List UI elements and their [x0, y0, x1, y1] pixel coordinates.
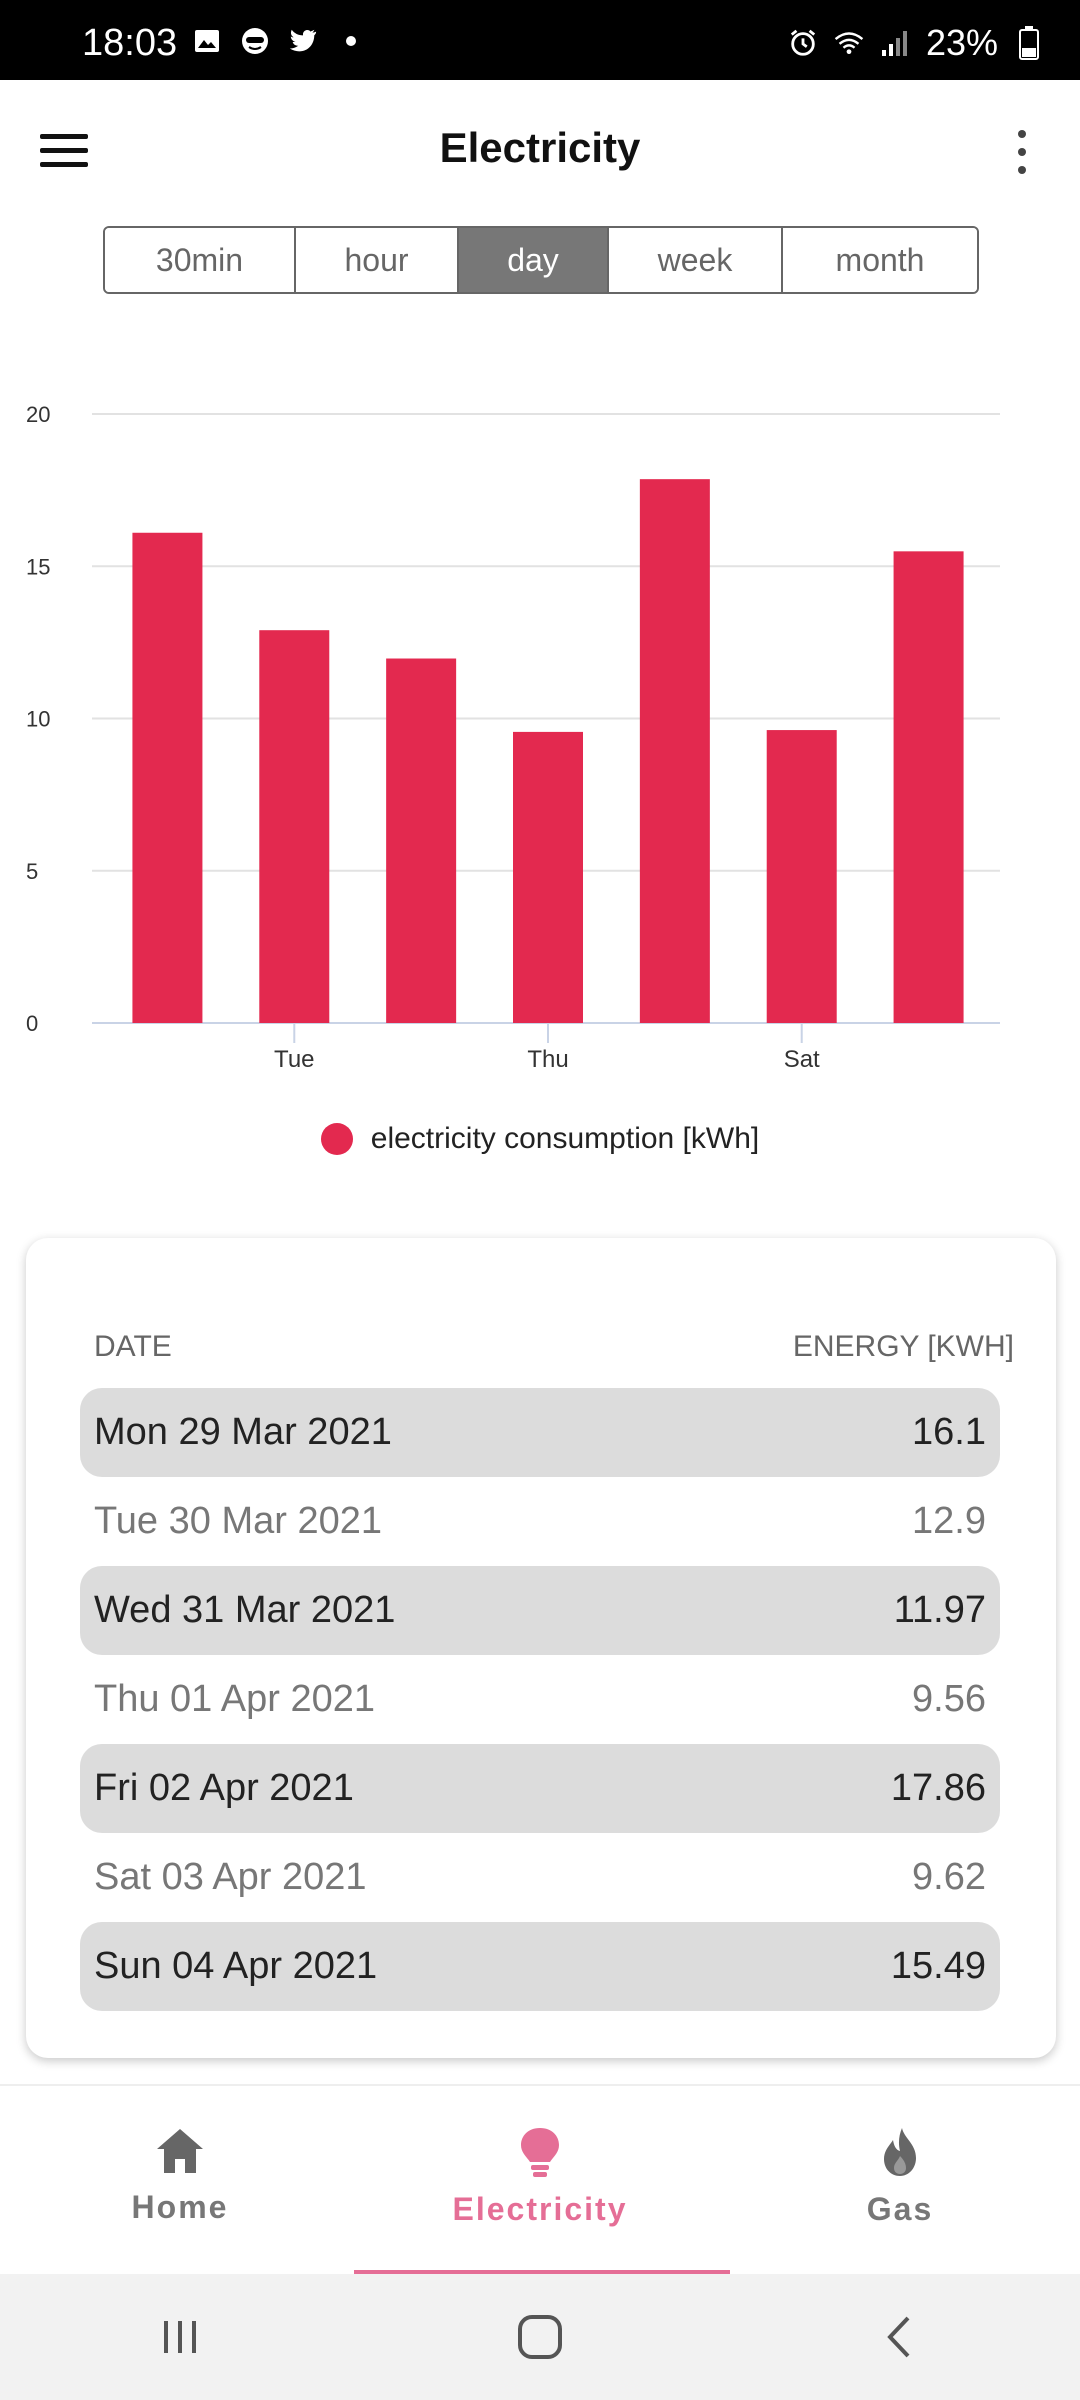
recent-apps-button[interactable]	[140, 2297, 220, 2377]
x-tick-label: Tue	[274, 1046, 314, 1073]
row-energy: 15.49	[890, 1945, 986, 1987]
y-tick-label: 0	[26, 1011, 38, 1036]
chart-legend[interactable]: electricity consumption [kWh]	[0, 1122, 1080, 1156]
segment-month[interactable]: month	[783, 228, 977, 292]
nav-gas[interactable]: Gas	[720, 2086, 1080, 2274]
status-bar: 18:03 23%	[0, 0, 1080, 80]
nav-home-label: Home	[131, 2189, 229, 2225]
legend-marker	[320, 1123, 353, 1155]
system-navigation-bar	[0, 2274, 1080, 2400]
row-energy: 9.56	[912, 1678, 986, 1720]
image-icon	[192, 26, 222, 56]
row-date: Thu 01 Apr 2021	[94, 1678, 375, 1720]
nav-electricity-label: Electricity	[452, 2191, 628, 2227]
notification-icons	[192, 26, 366, 56]
mask-icon	[240, 26, 270, 56]
row-date: Fri 02 Apr 2021	[94, 1767, 354, 1809]
segment-30min[interactable]: 30min	[105, 228, 296, 292]
twitter-icon	[288, 26, 318, 56]
more-options-icon[interactable]	[1012, 130, 1032, 174]
bottom-navigation: Home Electricity Gas	[0, 2084, 1080, 2274]
home-icon	[153, 2126, 207, 2181]
table-row: Fri 02 Apr 2021 17.86	[80, 1744, 1000, 1833]
dot-icon	[336, 26, 366, 56]
chart-bar[interactable]	[513, 731, 583, 1023]
lightbulb-icon	[518, 2126, 562, 2183]
back-button[interactable]	[860, 2297, 940, 2377]
flame-icon	[878, 2126, 922, 2183]
x-tick-label: Sat	[784, 1046, 820, 1073]
bar-chart-svg: 0 5 10 15 20 Tue Thu Sat	[26, 402, 1000, 1073]
consumption-chart: 0 5 10 15 20 Tue Thu Sat	[0, 360, 1080, 1100]
segment-week[interactable]: week	[609, 228, 783, 292]
y-tick-label: 5	[26, 859, 38, 884]
table-row: Mon 29 Mar 2021 16.1	[80, 1388, 1000, 1477]
chart-bar[interactable]	[259, 630, 330, 1023]
row-date: Sat 03 Apr 2021	[94, 1856, 367, 1898]
nav-electricity[interactable]: Electricity	[360, 2086, 720, 2274]
chart-bar[interactable]	[386, 658, 457, 1023]
signal-icon	[880, 28, 910, 58]
row-date: Mon 29 Mar 2021	[94, 1411, 392, 1453]
active-tab-indicator	[354, 2270, 730, 2274]
status-time: 18:03	[82, 22, 178, 64]
segment-hour[interactable]: hour	[296, 228, 459, 292]
page-title: Electricity	[439, 124, 641, 171]
table-body: Mon 29 Mar 2021 16.1 Tue 30 Mar 2021 12.…	[80, 1388, 1000, 2011]
nav-gas-label: Gas	[866, 2191, 934, 2227]
chart-bar[interactable]	[766, 730, 837, 1023]
table-row: Sat 03 Apr 2021 9.62	[80, 1833, 1000, 1922]
battery-icon	[1014, 26, 1044, 60]
legend-label: electricity consumption [kWh]	[370, 1122, 760, 1155]
row-date: Tue 30 Mar 2021	[94, 1500, 382, 1542]
header-date: DATE	[94, 1330, 172, 1363]
header-energy: ENERGY [KWH]	[792, 1330, 1014, 1363]
row-energy: 17.86	[890, 1767, 986, 1809]
alarm-icon	[788, 28, 818, 58]
table-row: Sun 04 Apr 2021 15.49	[80, 1922, 1000, 2011]
nav-home[interactable]: Home	[0, 2086, 360, 2274]
chart-bar[interactable]	[639, 479, 710, 1024]
menu-icon[interactable]	[40, 120, 98, 180]
battery-percent: 23%	[925, 22, 998, 63]
y-tick-label: 10	[26, 707, 50, 732]
table-row: Thu 01 Apr 2021 9.56	[80, 1655, 1000, 1744]
home-button[interactable]	[500, 2297, 580, 2377]
segment-day[interactable]: day	[459, 228, 609, 292]
y-tick-label: 15	[26, 554, 50, 579]
row-date: Sun 04 Apr 2021	[94, 1945, 378, 1987]
row-energy: 11.97	[893, 1589, 986, 1631]
wifi-icon	[834, 28, 864, 58]
chart-bar[interactable]	[132, 532, 203, 1023]
app-bar: Electricity	[0, 80, 1080, 220]
x-tick-label: Thu	[527, 1046, 568, 1073]
period-selector: 30min hour day week month	[103, 226, 979, 294]
table-header: DATE ENERGY [KWH]	[94, 1330, 1014, 1364]
y-tick-label: 20	[26, 402, 50, 427]
row-energy: 16.1	[912, 1411, 986, 1453]
consumption-table-card: DATE ENERGY [KWH] Mon 29 Mar 2021 16.1 T…	[26, 1238, 1056, 2058]
chart-bar[interactable]	[893, 551, 964, 1023]
row-date: Wed 31 Mar 2021	[94, 1589, 396, 1631]
system-icons: 23%	[788, 22, 1044, 64]
row-energy: 12.9	[912, 1500, 986, 1542]
table-row: Wed 31 Mar 2021 11.97	[80, 1566, 1000, 1655]
row-energy: 9.62	[912, 1856, 986, 1898]
table-row: Tue 30 Mar 2021 12.9	[80, 1477, 1000, 1566]
